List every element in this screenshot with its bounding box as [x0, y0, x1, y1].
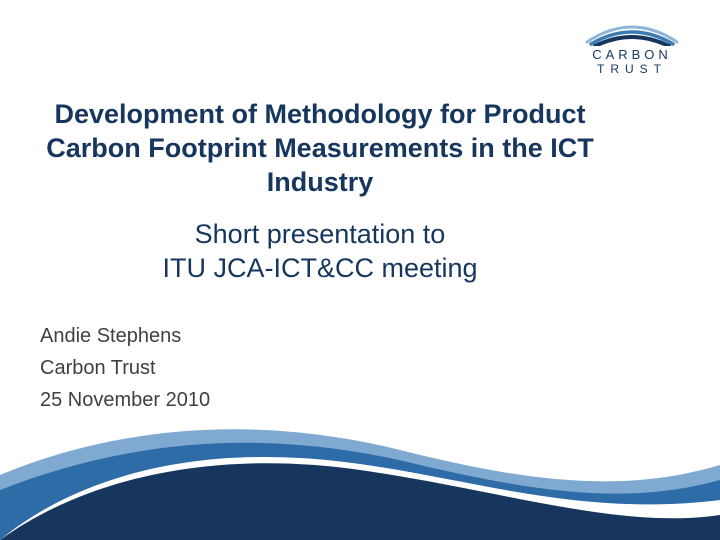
author-name: Andie Stephens — [40, 320, 210, 352]
subtitle-line2: ITU JCA-ICT&CC meeting — [40, 252, 600, 286]
logo-text: CARBON TRUST — [572, 48, 692, 77]
decorative-wave-icon — [0, 380, 720, 540]
presentation-slide: CARBON TRUST Development of Methodology … — [0, 0, 720, 540]
logo-line2: TRUST — [572, 63, 692, 77]
carbon-trust-logo: CARBON TRUST — [572, 18, 692, 77]
slide-title: Development of Methodology for Product C… — [40, 98, 600, 199]
logo-line1: CARBON — [572, 48, 692, 63]
subtitle-line1: Short presentation to — [40, 218, 600, 252]
slide-subtitle: Short presentation to ITU JCA-ICT&CC mee… — [40, 218, 600, 286]
logo-arcs-icon — [577, 18, 687, 46]
